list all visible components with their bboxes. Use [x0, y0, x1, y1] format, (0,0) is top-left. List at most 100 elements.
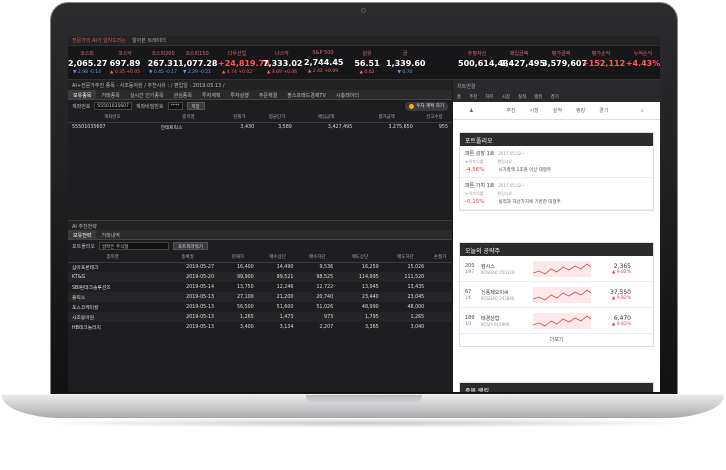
ai-tab-1[interactable]: 거래내역	[101, 233, 120, 239]
right-tab[interactable]: 경기	[550, 95, 559, 100]
stocks-card: 오늘의 공략주 200 1/97 컴시스 KOSDAQ 050110 2,365 ▲ 9.…	[459, 242, 654, 347]
table-row[interactable]: 55501035607 전테트릭스 3,430 3,589 3,427,495 3,275…	[68, 122, 452, 132]
ticker-item[interactable]: 매입금액 3,427,495	[500, 50, 545, 70]
right-tab[interactable]: 홈	[457, 95, 462, 100]
ticker-change: ▼ 2.98 -0.14	[73, 70, 101, 75]
sub-tab[interactable]: 실적	[552, 108, 562, 114]
ticker-change: ▲ 0.35 +0.05	[109, 70, 141, 75]
right-tab[interactable]: 주천	[469, 95, 478, 100]
ticker-value: 2,744.45	[304, 58, 344, 67]
stock-market: KOSDAQ 243840	[481, 295, 515, 301]
ticker-item[interactable]: 원유 56.51 ▲ 0.02	[348, 50, 386, 75]
password-field[interactable]: ****	[167, 102, 183, 110]
rank-sub: 1/3	[465, 321, 472, 326]
right-tab[interactable]: 실적	[517, 95, 527, 100]
ticker-item[interactable]: 코스피200 267.31 ▼ 0.45 -0.17	[144, 50, 182, 75]
sparkline	[532, 312, 592, 329]
ticker-change: ▼ 2.29 -0.21	[183, 70, 211, 75]
tab-2[interactable]: 실시간 인기종목	[129, 93, 164, 99]
ticker-name: 코스닥	[118, 51, 132, 57]
ticker-item[interactable]: 다우산업 +24,819.78 ▲ 4.74 +0.02	[218, 50, 270, 75]
table-row[interactable]: KT&G 2019-05-20 99,900 99,521 98,525 114,995 1…	[68, 272, 452, 282]
table-cell: 51,600	[276, 304, 294, 310]
right-tab[interactable]: 차트	[485, 95, 494, 100]
save-button[interactable]: 저장	[186, 102, 205, 110]
sub-tab[interactable]: 주천	[506, 108, 516, 114]
sub-tab[interactable]: 경기	[599, 108, 609, 114]
ticker-item[interactable]: 평가손익 +152,112	[582, 50, 625, 70]
ticker-item[interactable]: S&P 500 2,744.45 ▲ 2.42 +0.09	[304, 50, 344, 74]
reason-value: 실적과 자산가치에 기반한 대형주	[498, 200, 561, 205]
person-icon[interactable]: ♟	[469, 107, 474, 114]
portfolio-name-line: 파톤 가치 1호 2017.05.02~	[465, 182, 648, 189]
table-cell: 2019-05-13	[157, 292, 219, 302]
table-cell: 플릭스	[68, 292, 158, 302]
right-tab[interactable]: 시장	[501, 95, 510, 100]
table-row[interactable]: 사조동아원 2019-05-13 1,265 1,473 973 1,795 1,265	[68, 312, 452, 322]
table-cell: 포스코케미칼	[72, 305, 99, 311]
stock-rank: 67 1/6	[465, 289, 481, 300]
tab-0[interactable]: 보유종목	[68, 90, 97, 99]
stock-item[interactable]: 200 1/97 컴시스 KOSDAQ 050110 2,365 ▲ 9.82%	[460, 256, 653, 282]
ticker-item[interactable]: 누적손익 +4.43%	[624, 50, 660, 70]
ticker-item[interactable]: 평가금액 3,579,607	[542, 50, 587, 70]
ticker-item[interactable]: 추정자산 500,614,434	[458, 50, 514, 70]
tab-3[interactable]: 관심종목	[173, 93, 193, 99]
ticker-value: 697.89	[109, 59, 141, 68]
ai-tab-0[interactable]: 보유전략	[68, 230, 97, 239]
more-button[interactable]: 더보기	[549, 337, 564, 343]
table-row[interactable]: 삼아프론테크 2019-05-27 16,400 14,490 9,536 16,259 1…	[68, 262, 452, 272]
portfolio-item[interactable]: 파톤 가치 1호 2017.05.02~ 누적수익률 편입사유 -0.15% 실적과 자산…	[460, 178, 653, 210]
tab-5[interactable]: 투자실행	[230, 93, 249, 99]
table-cell: 21,200	[257, 292, 298, 302]
plan-button[interactable]: 투자 계획 하기	[405, 101, 448, 111]
portfolio-values: -0.15% 실적과 자산가치에 기반한 대형주	[465, 199, 648, 205]
filter-button[interactable]: 포트피라워기	[173, 242, 208, 250]
portfolio-item[interactable]: 파톤 성장 1호 2017.05.02~ 누적수익률 편입사유 -4.56% 시가총액 1…	[460, 146, 653, 178]
account-select[interactable]: 55501035607	[94, 102, 132, 110]
table-cell: 2019-05-13	[157, 312, 219, 322]
sparkline	[532, 286, 592, 303]
ticker-name: 다우산업	[227, 51, 247, 57]
sub-tab[interactable]: 랭킹	[575, 108, 586, 114]
ai-filter-bar: 포트폴리오 알파은 주식형 포트피라워기	[68, 240, 452, 252]
ticker-item[interactable]: 코스피150 1,077.28 ▼ 2.29 -0.21	[178, 50, 217, 75]
ticker-value: 1,339.60	[386, 59, 426, 68]
table-row[interactable]: HB테크놀러지 2019-05-13 3,400 3,134 2,207 3,365 3,0…	[68, 322, 452, 332]
stock-price-block: 2,365 ▲ 9.82%	[591, 263, 631, 275]
ticker-name: S&P 500	[312, 50, 334, 56]
sub-tab[interactable]: 시장	[529, 108, 539, 114]
ticker-item[interactable]: 나스닥 7,333.02 ▲ 4.69 +0.06	[263, 50, 302, 75]
table-cell: 99,521	[257, 272, 298, 282]
stock-item[interactable]: 189 1/3 태경산업 KOSPI 015890 6,470 ▲ 9.82%	[460, 308, 653, 334]
stock-name-block: 태경산업 KOSPI 015890	[481, 315, 533, 327]
right-tab[interactable]: 랭킹	[534, 95, 543, 100]
tab-7[interactable]: 팜스프레드경제TV	[287, 93, 326, 99]
table-row[interactable]: 포스코케미칼 2019-05-13 56,500 51,600 51,026 48,990…	[68, 302, 452, 312]
table-cell: 14,490	[276, 264, 294, 270]
ticker-name: 평가손익	[591, 51, 611, 57]
stock-price-block: 37,550 ▲ 9.82%	[591, 289, 631, 301]
stock-item[interactable]: 67 1/6 신풍제오이씨 KOSDAQ 243840 37,550 ▲ 9.82%	[460, 282, 653, 308]
ticker-item[interactable]: 금 1,339.60 ▼ 0.70	[386, 50, 426, 75]
tab-1[interactable]: 거래종목	[101, 93, 120, 99]
camera	[361, 8, 366, 13]
table-cell: 56,500	[236, 304, 254, 310]
table-cell	[428, 292, 452, 302]
table-cell	[428, 262, 452, 272]
search-icon[interactable]: ⌕	[640, 107, 644, 114]
ai-tabs: 보유전략 거래내역	[68, 230, 452, 240]
portfolio-name: 파톤 가치 1호	[465, 183, 495, 189]
ticker-item[interactable]: 코스피 2,065.27 ▼ 2.98 -0.14	[68, 50, 107, 75]
table-cell: 27,100	[218, 292, 258, 302]
account-label: 계좌번호	[72, 103, 91, 110]
ticker-item[interactable]: 코스닥 697.89 ▲ 0.35 +0.05	[106, 50, 144, 75]
tab-6[interactable]: 주문체결	[258, 93, 278, 99]
table-row[interactable]: 플릭스 2019-05-13 27,100 21,200 20,740 23,440 23,…	[68, 292, 452, 302]
tab-4[interactable]: 투자계획	[202, 93, 221, 99]
table-row[interactable]: SBI핀테크솔루션즈 2019-05-14 13,750 12,246 12,722 13…	[68, 282, 452, 292]
filter-select[interactable]: 알파은 주식형	[99, 242, 170, 250]
top-link[interactable]: 알아본 트레이더	[132, 38, 166, 44]
tab-8[interactable]: 시총레이더	[335, 93, 359, 99]
portfolio-title: 포트폴리오	[460, 133, 653, 146]
